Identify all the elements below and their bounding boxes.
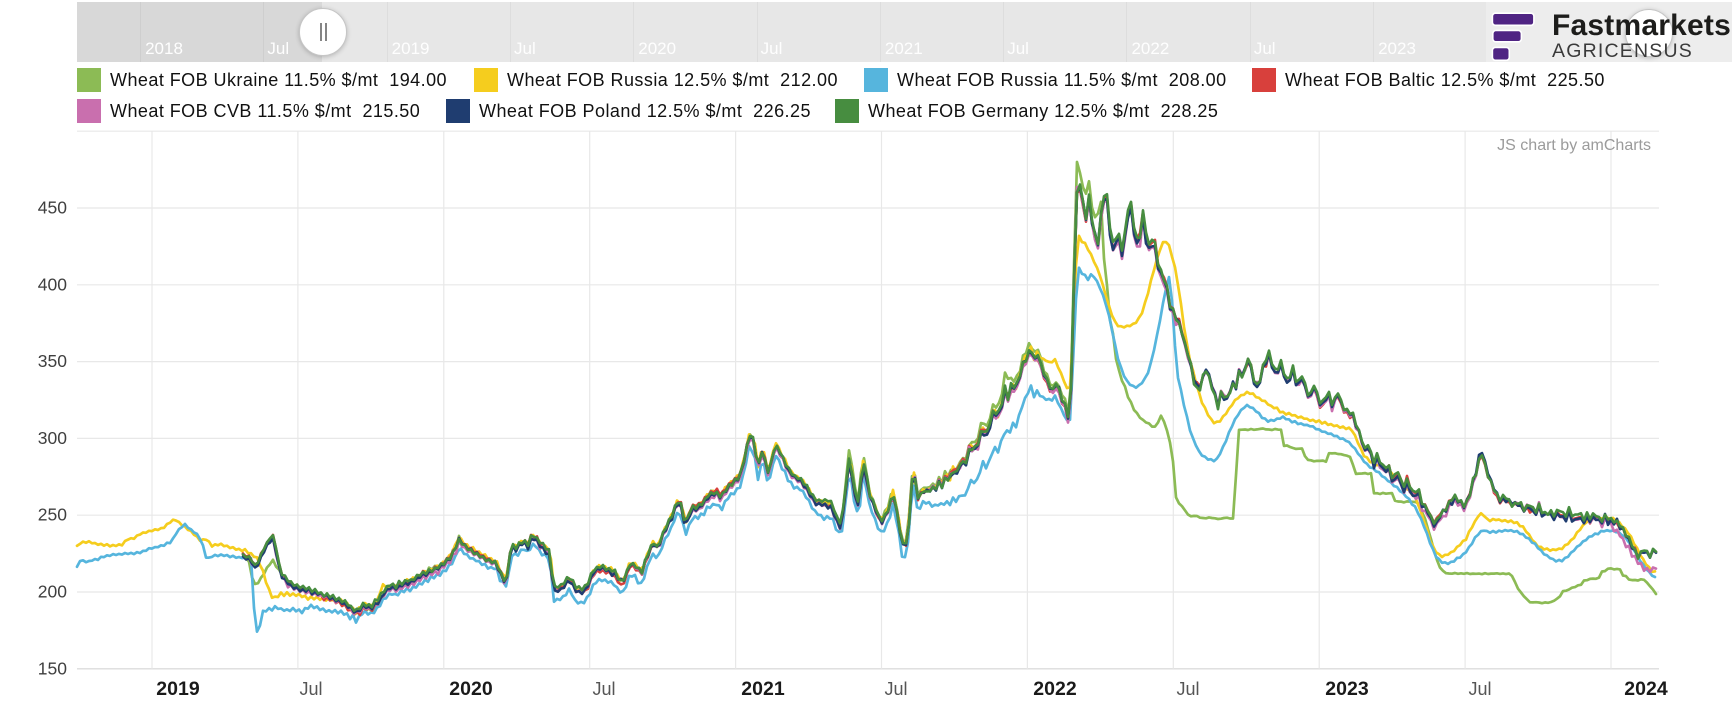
svg-text:2020: 2020 bbox=[449, 678, 493, 700]
svg-text:200: 200 bbox=[38, 582, 67, 602]
svg-text:Jul: Jul bbox=[299, 679, 322, 699]
svg-text:AGRICENSUS: AGRICENSUS bbox=[1552, 40, 1693, 62]
svg-text:2019: 2019 bbox=[156, 678, 200, 700]
svg-text:300: 300 bbox=[38, 428, 67, 448]
svg-text:2021: 2021 bbox=[741, 678, 785, 700]
svg-text:350: 350 bbox=[38, 351, 67, 371]
svg-text:Jul: Jul bbox=[1468, 679, 1491, 699]
svg-text:Jul: Jul bbox=[592, 679, 615, 699]
svg-text:250: 250 bbox=[38, 505, 67, 525]
svg-text:2022: 2022 bbox=[1033, 678, 1077, 700]
svg-text:Jul: Jul bbox=[884, 679, 907, 699]
svg-text:JS chart by amCharts: JS chart by amCharts bbox=[1497, 137, 1651, 154]
svg-text:Fastmarkets: Fastmarkets bbox=[1552, 9, 1731, 42]
svg-text:2024: 2024 bbox=[1624, 678, 1668, 700]
svg-text:150: 150 bbox=[38, 658, 67, 678]
svg-text:2023: 2023 bbox=[1325, 678, 1369, 700]
svg-text:Jul: Jul bbox=[1176, 679, 1199, 699]
svg-text:400: 400 bbox=[38, 274, 67, 294]
svg-text:450: 450 bbox=[38, 198, 67, 218]
